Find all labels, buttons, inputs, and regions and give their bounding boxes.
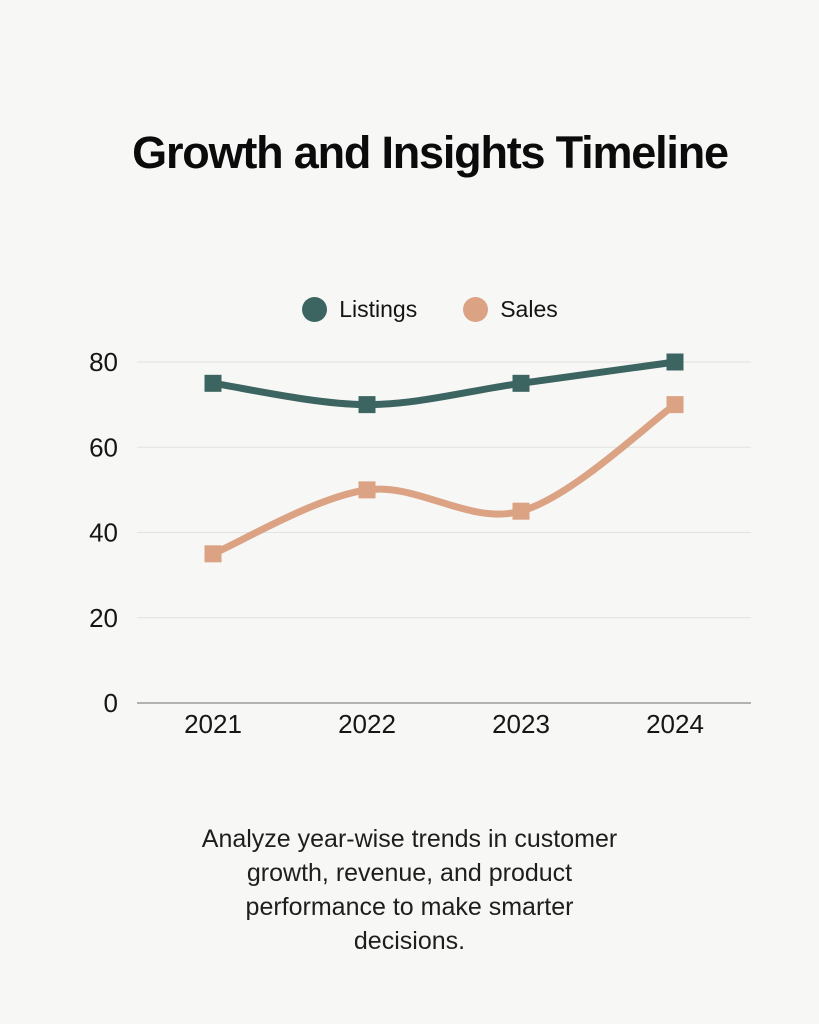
- data-point-marker-listings: [204, 374, 222, 392]
- data-point-marker-listings: [512, 374, 530, 392]
- x-tick-label: 2022: [338, 709, 396, 739]
- legend-swatch-icon: [463, 296, 489, 322]
- x-tick-label: 2023: [492, 709, 550, 739]
- y-tick-label: 60: [89, 432, 118, 462]
- legend-label: Sales: [500, 295, 558, 322]
- data-point-marker-sales: [512, 502, 530, 520]
- x-tick-label: 2021: [184, 709, 242, 739]
- line-chart: 0 20 40 60 80 2021 2022 2023 2024: [89, 347, 751, 739]
- y-tick-label: 40: [89, 518, 118, 548]
- y-tick-label: 0: [104, 688, 118, 718]
- y-tick-label: 80: [89, 347, 118, 377]
- description-line: growth, revenue, and product: [246, 859, 573, 887]
- series-line-sales: [209, 401, 679, 558]
- legend-swatch-icon: [302, 296, 328, 322]
- chart-title: Growth and Insights Timeline: [132, 127, 729, 178]
- legend-item-sales: Sales: [463, 296, 558, 323]
- description-line: performance to make smarter: [245, 893, 574, 921]
- data-point-marker-listings: [358, 396, 376, 414]
- legend-label: Listings: [339, 295, 418, 322]
- data-point-marker-sales: [666, 396, 684, 414]
- description-line: Analyze year-wise trends in customer: [201, 825, 618, 853]
- data-point-marker-listings: [666, 353, 684, 371]
- description-line: decisions.: [353, 927, 466, 955]
- series-line-listings: [209, 358, 679, 409]
- data-point-marker-sales: [204, 545, 222, 563]
- data-point-marker-sales: [358, 481, 376, 499]
- chart-description: Analyze year-wise trends in customer gro…: [0, 822, 819, 958]
- y-tick-label: 20: [89, 603, 118, 633]
- chart-legend: Listings Sales: [41, 292, 819, 326]
- x-tick-label: 2024: [646, 709, 704, 739]
- legend-item-listings: Listings: [302, 296, 417, 323]
